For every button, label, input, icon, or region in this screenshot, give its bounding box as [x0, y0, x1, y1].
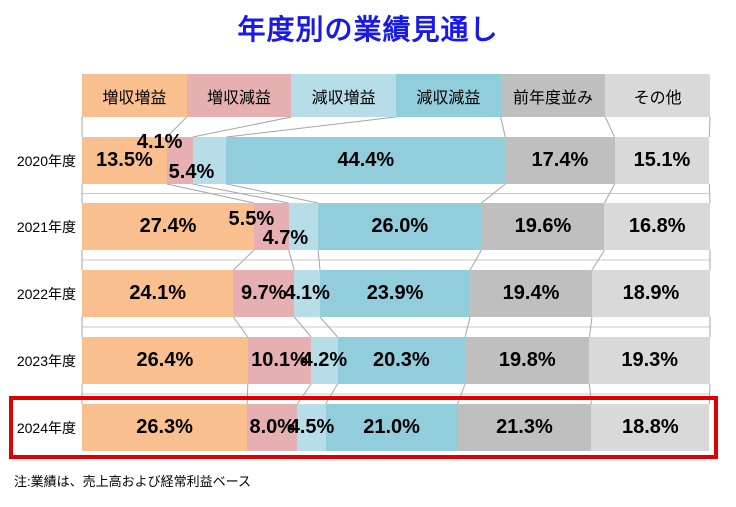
- row-label: 2022年度: [16, 285, 76, 302]
- bar-segment: [457, 404, 592, 451]
- bar-segment: [247, 337, 312, 384]
- bar-segment: [505, 137, 615, 184]
- legend-item: その他: [605, 74, 710, 117]
- chart-title: 年度別の業績見通し: [237, 14, 499, 45]
- value-label: 4.7%: [262, 227, 309, 249]
- bar-segment: [320, 270, 471, 317]
- bar-segment: [166, 137, 193, 184]
- bar-segment: [589, 337, 710, 384]
- value-label: 5.5%: [228, 208, 275, 230]
- value-label: 18.8%: [621, 416, 679, 438]
- value-label: 4.2%: [301, 349, 348, 371]
- value-label: 19.8%: [498, 349, 556, 371]
- bar-segment: [82, 137, 167, 184]
- highlight-box-2024: [9, 396, 718, 459]
- bar-segment: [465, 337, 590, 384]
- legend-item: 前年度並み: [500, 74, 606, 117]
- value-label: 13.5%: [96, 149, 153, 171]
- bar-segment: [591, 404, 710, 451]
- bar-segment: [337, 337, 466, 384]
- bar-segment: [297, 404, 326, 451]
- bar-segment: [294, 270, 320, 317]
- bar-segment: [82, 203, 255, 250]
- value-label: 17.4%: [531, 149, 589, 171]
- value-label: 10.1%: [251, 349, 308, 371]
- bar-segment: [318, 203, 482, 250]
- value-label: 27.4%: [139, 215, 197, 237]
- bar-segment: [82, 404, 248, 451]
- value-label: 24.1%: [129, 282, 187, 304]
- value-label: 21.3%: [496, 416, 553, 438]
- value-label: 21.0%: [363, 416, 420, 438]
- value-label: 4.1%: [284, 282, 330, 304]
- bar-segment: [233, 270, 295, 317]
- bar-segment: [82, 270, 234, 317]
- value-label: 26.0%: [371, 215, 429, 237]
- legend-item: 減収増益: [291, 74, 396, 117]
- legend-item: 減収減益: [396, 74, 501, 117]
- value-label: 19.3%: [621, 349, 679, 371]
- row-label: 2023年度: [16, 352, 76, 369]
- value-label: 15.1%: [633, 149, 691, 171]
- row-label: 2024年度: [16, 419, 76, 436]
- bar-segment: [614, 137, 710, 184]
- bar-segment: [82, 337, 248, 384]
- row-label: 2021年度: [16, 218, 76, 235]
- bar-segment: [481, 203, 605, 250]
- bar-segment: [288, 203, 319, 250]
- value-label: 16.8%: [628, 215, 686, 237]
- value-label: 4.1%: [136, 131, 183, 153]
- value-label: 9.7%: [241, 282, 287, 304]
- bar-segment: [226, 137, 506, 184]
- bar-segment: [591, 270, 710, 317]
- row-label: 2020年度: [16, 152, 76, 169]
- bar-segment: [604, 203, 710, 250]
- value-label: 44.4%: [337, 149, 395, 171]
- bar-segment: [311, 337, 338, 384]
- value-label: 4.5%: [288, 416, 335, 438]
- value-label: 5.4%: [168, 161, 215, 183]
- value-label: 26.4%: [136, 349, 194, 371]
- value-label: 19.6%: [514, 215, 572, 237]
- value-label: 23.9%: [366, 282, 424, 304]
- legend-item: 増収減益: [186, 74, 292, 117]
- bar-segment: [247, 404, 298, 451]
- bar-segment: [325, 404, 458, 451]
- legend-item: 増収増益: [82, 74, 187, 117]
- value-label: 19.4%: [502, 282, 560, 304]
- value-label: 18.9%: [622, 282, 680, 304]
- bar-segment: [192, 137, 227, 184]
- footnote: 注:業績は、売上高および経常利益ベース: [14, 474, 251, 489]
- bar-segment: [254, 203, 289, 250]
- value-label: 8.0%: [249, 416, 296, 438]
- bar-segment: [470, 270, 592, 317]
- value-label: 26.3%: [136, 416, 193, 438]
- value-label: 20.3%: [372, 349, 430, 371]
